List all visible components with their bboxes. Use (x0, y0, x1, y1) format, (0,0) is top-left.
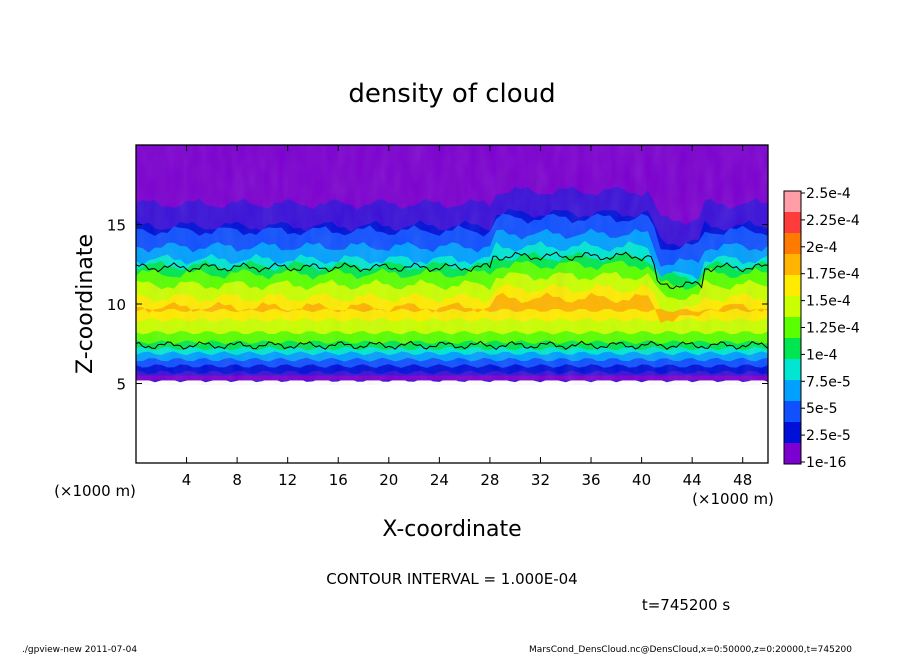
colorbar-label: 2e-4 (806, 240, 838, 256)
colorbar-swatch (784, 296, 801, 317)
colorbar-label: 1e-4 (806, 347, 838, 363)
y-axis: 5 10 15 (107, 217, 768, 394)
x-tick-label: 40 (632, 471, 651, 489)
colorbar-swatch (784, 317, 801, 338)
colorbar-swatch (784, 359, 801, 380)
time-label: t=745200 s (642, 596, 730, 614)
colorbar: 2.5e-4 2.25e-4 2e-4 1.75e-4 1.5e-4 1.25e-4 1e-… (783, 186, 860, 471)
colorbar-label: 5e-5 (806, 401, 837, 417)
colorbar-swatch (784, 338, 801, 359)
field-texture (136, 145, 768, 385)
colorbar-label: 1.75e-4 (806, 267, 860, 283)
colorbar-swatch (784, 380, 801, 401)
x-tick-label: 28 (480, 471, 499, 489)
colorbar-label: 1.5e-4 (806, 294, 851, 310)
x-unit-label: (×1000 m) (692, 490, 774, 508)
y-unit-label: (×1000 m) (54, 482, 136, 500)
x-tick-label: 32 (531, 471, 550, 489)
colorbar-swatch (784, 254, 801, 275)
contour-lower (136, 340, 768, 351)
contour-interval-label: CONTOUR INTERVAL = 1.000E-04 (326, 570, 577, 588)
colorbar-label: 2.5e-5 (806, 428, 851, 444)
y-tick-label: 5 (116, 376, 126, 394)
colorbar-swatch (784, 401, 801, 422)
colorbar-swatch (784, 422, 801, 443)
x-tick-label: 48 (733, 471, 752, 489)
x-axis-label: X-coordinate (382, 517, 521, 542)
colorbar-label: 2.5e-4 (806, 186, 851, 202)
contour-lines (136, 251, 768, 351)
x-tick-label: 24 (430, 471, 449, 489)
y-tick-label: 15 (107, 217, 126, 235)
x-tick-label: 4 (182, 471, 192, 489)
x-tick-label: 12 (278, 471, 297, 489)
footer-left: ./gpview-new 2011-07-04 (22, 645, 137, 654)
x-axis: 4 8 12 16 20 24 28 32 36 40 44 48 (182, 145, 752, 489)
colorbar-label: 7.5e-5 (806, 374, 851, 390)
x-tick-label: 16 (329, 471, 348, 489)
colorbar-label: 2.25e-4 (806, 213, 860, 229)
contour-upper (136, 251, 768, 290)
colorbar-swatch (784, 233, 801, 254)
y-tick-label: 10 (107, 296, 126, 314)
footer-right: MarsCond_DensCloud.nc@DensCloud,x=0:5000… (529, 645, 852, 654)
colorbar-swatch (784, 191, 801, 212)
y-axis-label: Z-coordinate (73, 234, 98, 374)
x-tick-label: 20 (379, 471, 398, 489)
colorbar-label: 1.25e-4 (806, 321, 860, 337)
x-tick-label: 8 (232, 471, 242, 489)
chart-title: density of cloud (348, 79, 555, 109)
colorbar-swatch (784, 275, 801, 296)
colorbar-label: 1e-16 (806, 455, 846, 471)
x-tick-label: 36 (581, 471, 600, 489)
colorbar-swatch (784, 212, 801, 233)
colorbar-swatch (784, 443, 801, 464)
x-tick-label: 44 (683, 471, 702, 489)
